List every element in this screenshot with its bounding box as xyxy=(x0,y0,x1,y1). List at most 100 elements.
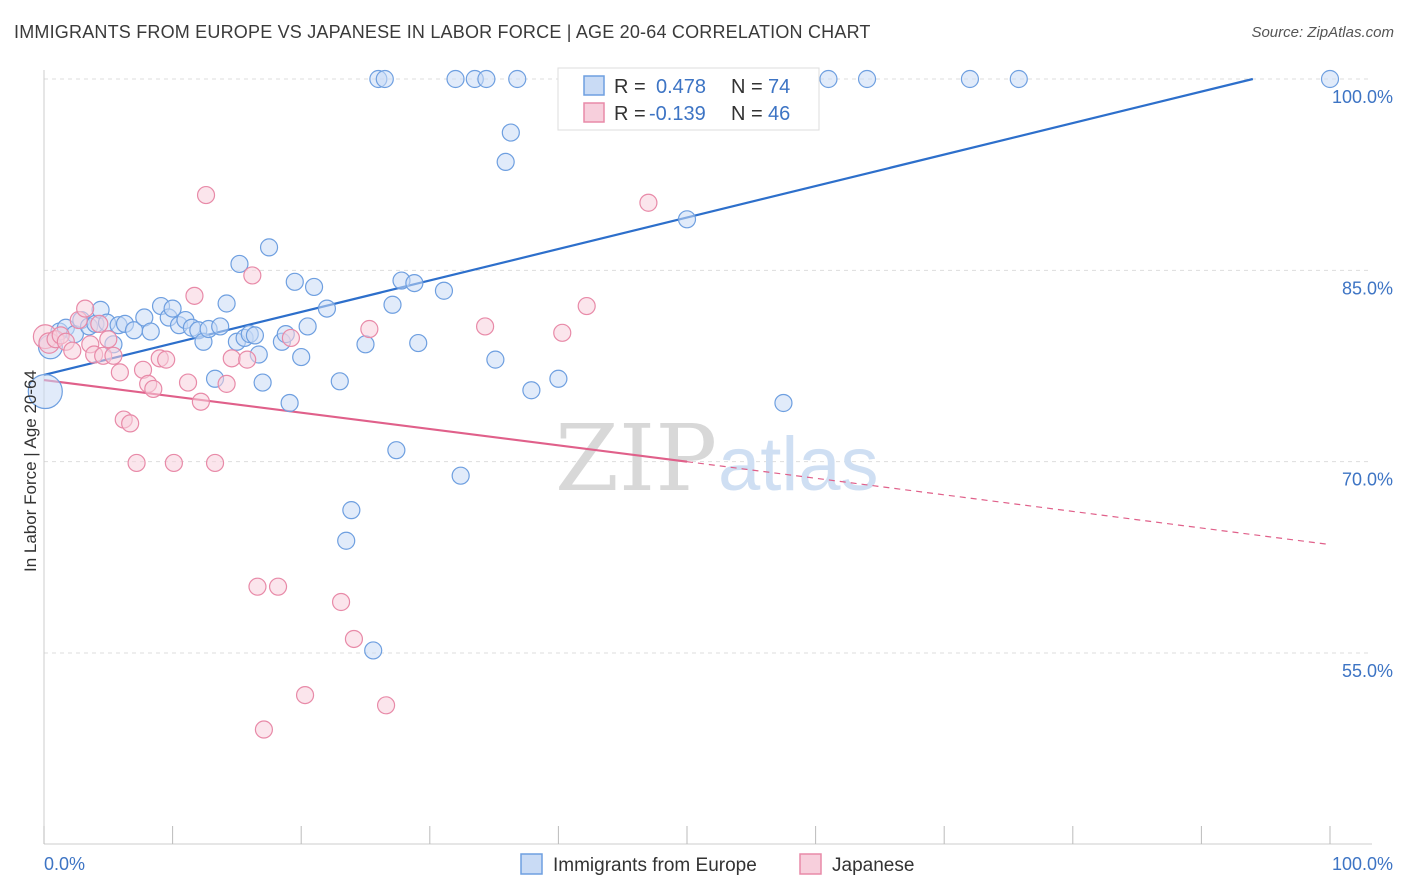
japanese-point xyxy=(639,193,658,212)
europe-point xyxy=(141,322,160,341)
europe-point xyxy=(496,152,515,172)
europe-point xyxy=(501,123,520,142)
europe-point xyxy=(960,69,980,89)
europe-point xyxy=(1009,69,1028,89)
watermark-atlas: atlas xyxy=(718,422,879,507)
europe-point xyxy=(230,254,249,274)
europe-point xyxy=(217,294,236,313)
legend-pink-swatch xyxy=(583,102,605,123)
legend-r-value-1: 0.478 xyxy=(656,76,706,98)
japanese-point xyxy=(144,379,163,399)
japanese-trend-extension xyxy=(686,461,1331,546)
japanese-point xyxy=(295,685,315,705)
europe-point xyxy=(330,372,349,391)
europe-point xyxy=(298,317,317,336)
japanese-point xyxy=(110,363,129,382)
japanese-point xyxy=(196,185,216,205)
bottom-legend-pink-swatch xyxy=(799,853,822,875)
europe-point xyxy=(477,69,496,89)
japanese-point xyxy=(99,330,118,349)
legend-r-value-2: -0.139 xyxy=(649,103,706,125)
europe-point xyxy=(285,272,304,291)
bottom-legend-japanese: Japanese xyxy=(832,855,914,876)
europe-point xyxy=(342,501,361,520)
japanese-point xyxy=(90,314,109,334)
legend-r-label-1: R = xyxy=(614,76,646,98)
japanese-point xyxy=(217,374,236,393)
japanese-point xyxy=(268,577,288,596)
japanese-point xyxy=(191,392,210,411)
japanese-point xyxy=(344,629,364,649)
europe-point xyxy=(549,369,568,388)
data-points xyxy=(27,69,1340,739)
japanese-point xyxy=(360,319,379,339)
europe-point xyxy=(211,317,230,336)
europe-point xyxy=(819,69,838,89)
chart-source: Source: ZipAtlas.com xyxy=(1251,24,1394,41)
watermark: ZIP atlas xyxy=(555,405,879,512)
y-tick-label: 100.0% xyxy=(1332,87,1393,107)
watermark-zip: ZIP xyxy=(555,405,717,512)
series-legend: Immigrants from Europe Japanese xyxy=(520,853,914,876)
europe-point xyxy=(857,69,877,89)
x-tick-label: 100.0% xyxy=(1332,854,1393,874)
europe-point xyxy=(304,277,324,297)
europe-point xyxy=(253,373,272,392)
japanese-point xyxy=(281,328,301,348)
europe-point xyxy=(486,350,505,369)
europe-point xyxy=(356,335,375,354)
japanese-point xyxy=(331,592,351,612)
europe-point xyxy=(677,210,697,229)
bottom-legend-europe: Immigrants from Europe xyxy=(553,855,757,876)
europe-point xyxy=(387,441,406,460)
japanese-point xyxy=(475,317,495,336)
europe-point xyxy=(446,69,465,89)
japanese-point xyxy=(157,350,176,369)
europe-point xyxy=(409,333,428,353)
japanese-point xyxy=(222,349,241,368)
europe-point xyxy=(245,326,265,345)
japanese-point xyxy=(243,266,262,285)
y-tick-labels: 100.0% 85.0% 70.0% 55.0% xyxy=(1332,87,1393,681)
europe-point xyxy=(451,466,470,485)
europe-point xyxy=(383,295,402,314)
japanese-point xyxy=(104,346,123,365)
legend-n-value-1: 74 xyxy=(768,76,790,98)
japanese-point xyxy=(127,453,146,473)
japanese-point xyxy=(248,577,267,596)
europe-point xyxy=(1320,69,1340,89)
legend-blue-swatch xyxy=(583,75,605,96)
japanese-point xyxy=(238,350,257,369)
chart-title: IMMIGRANTS FROM EUROPE VS JAPANESE IN LA… xyxy=(14,22,871,42)
europe-point xyxy=(163,299,182,318)
y-tick-label: 55.0% xyxy=(1342,661,1393,681)
japanese-point xyxy=(553,323,572,342)
europe-point xyxy=(375,69,394,89)
europe-point xyxy=(774,393,793,413)
japanese-point xyxy=(178,373,198,392)
legend-n-label-1: N = xyxy=(731,76,763,98)
japanese-point xyxy=(63,341,82,360)
japanese-point xyxy=(254,720,274,739)
x-tick-label: 0.0% xyxy=(44,854,85,874)
japanese-point xyxy=(376,696,396,715)
stats-legend: R = 0.478 N = 74 R = -0.139 N = 46 xyxy=(557,67,820,131)
y-axis-title: In Labor Force | Age 20-64 xyxy=(21,370,40,572)
axes xyxy=(43,70,1372,845)
europe-point xyxy=(280,393,299,413)
x-tick-labels: 0.0% 100.0% xyxy=(44,854,1393,874)
europe-point xyxy=(337,531,356,550)
europe-point xyxy=(522,381,541,400)
y-tick-label: 85.0% xyxy=(1342,278,1393,298)
europe-point xyxy=(508,69,527,89)
europe-point xyxy=(364,641,383,660)
japanese-point xyxy=(121,414,140,433)
bottom-legend-blue-swatch xyxy=(520,853,543,875)
europe-point xyxy=(27,373,63,410)
europe-point xyxy=(434,281,454,300)
europe-point xyxy=(317,299,337,318)
japanese-point xyxy=(185,286,204,305)
japanese-point xyxy=(205,453,225,473)
europe-point xyxy=(292,347,311,367)
